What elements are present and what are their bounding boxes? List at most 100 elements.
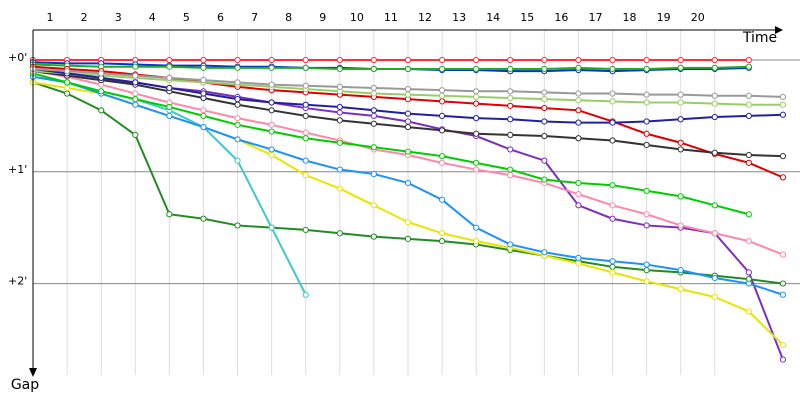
data-point xyxy=(575,90,582,97)
data-point xyxy=(336,83,343,90)
data-point xyxy=(234,121,241,128)
data-point xyxy=(370,65,377,73)
data-point xyxy=(302,101,309,108)
data-point xyxy=(268,224,275,231)
data-point xyxy=(609,137,616,144)
data-point xyxy=(745,63,752,70)
data-point xyxy=(507,88,514,95)
data-point xyxy=(302,82,309,89)
data-point xyxy=(745,112,752,119)
data-point xyxy=(336,109,343,116)
data-point xyxy=(370,170,377,178)
x-tick-label: 11 xyxy=(384,11,398,24)
data-point xyxy=(609,65,616,73)
data-point xyxy=(404,110,412,117)
data-point xyxy=(268,128,275,135)
data-point xyxy=(609,56,616,64)
data-point xyxy=(677,91,684,98)
data-point xyxy=(541,157,548,164)
data-point xyxy=(677,64,684,71)
data-point xyxy=(711,92,718,99)
data-point xyxy=(575,191,582,198)
data-point xyxy=(711,293,718,301)
data-point xyxy=(200,107,207,114)
data-point xyxy=(711,230,718,237)
x-tick-label: 18 xyxy=(623,11,637,24)
data-point xyxy=(575,56,582,64)
data-point xyxy=(507,102,514,109)
data-point xyxy=(166,112,173,119)
data-point xyxy=(745,92,752,99)
data-point xyxy=(643,278,650,285)
data-point xyxy=(404,235,412,242)
data-point xyxy=(677,139,684,146)
data-point xyxy=(643,130,650,137)
data-point xyxy=(63,68,71,75)
data-point xyxy=(745,56,752,64)
data-point xyxy=(473,65,480,73)
data-point xyxy=(609,269,616,276)
data-point xyxy=(370,112,377,119)
data-point xyxy=(132,131,139,138)
data-point xyxy=(779,280,787,287)
data-point xyxy=(609,98,616,105)
data-point xyxy=(268,151,275,159)
x-tick-label: 15 xyxy=(520,11,534,24)
data-point xyxy=(745,151,752,159)
y-tick-label: +2' xyxy=(8,275,27,288)
data-point xyxy=(200,90,207,97)
data-point xyxy=(438,127,446,134)
data-point xyxy=(473,93,480,100)
data-point xyxy=(234,101,241,108)
data-point xyxy=(234,136,241,143)
data-point xyxy=(370,144,377,151)
data-point xyxy=(234,96,241,103)
data-point xyxy=(98,88,105,95)
data-point xyxy=(268,146,275,153)
data-point xyxy=(677,99,684,106)
data-point xyxy=(370,120,377,127)
data-point xyxy=(541,65,548,73)
data-point xyxy=(745,159,752,166)
data-point xyxy=(745,308,752,315)
data-point xyxy=(677,286,684,293)
data-point xyxy=(438,56,446,64)
data-point xyxy=(200,56,207,64)
data-point xyxy=(370,90,377,97)
data-point xyxy=(404,148,412,155)
data-point xyxy=(745,101,752,108)
data-point xyxy=(643,141,650,149)
data-point xyxy=(200,64,207,71)
data-point xyxy=(507,65,514,73)
data-point xyxy=(370,84,377,92)
data-point xyxy=(63,79,71,86)
data-point xyxy=(473,56,480,64)
data-point xyxy=(438,159,446,166)
data-point xyxy=(541,249,548,256)
data-point xyxy=(302,64,309,71)
data-point xyxy=(473,88,480,95)
x-tick-label: 17 xyxy=(588,11,602,24)
data-point xyxy=(507,172,514,179)
data-point xyxy=(779,174,787,181)
data-point xyxy=(370,107,377,114)
data-point xyxy=(268,99,275,106)
data-point xyxy=(200,123,207,131)
data-point xyxy=(575,135,582,142)
x-tick-label: 13 xyxy=(452,11,466,24)
x-tick-label: 2 xyxy=(81,11,88,24)
data-point xyxy=(336,117,343,124)
series-layer xyxy=(29,56,787,363)
data-point xyxy=(132,72,139,79)
data-point xyxy=(268,107,275,114)
x-tick-label: 4 xyxy=(149,11,156,24)
y-tick-label: +1' xyxy=(8,163,27,176)
data-point xyxy=(643,56,650,64)
data-point xyxy=(745,269,752,276)
data-point xyxy=(779,101,787,108)
x-axis-label: Time xyxy=(742,30,777,46)
data-point xyxy=(643,91,650,98)
data-point xyxy=(336,166,343,173)
x-tick-label: 3 xyxy=(115,11,122,24)
data-point xyxy=(63,90,71,97)
